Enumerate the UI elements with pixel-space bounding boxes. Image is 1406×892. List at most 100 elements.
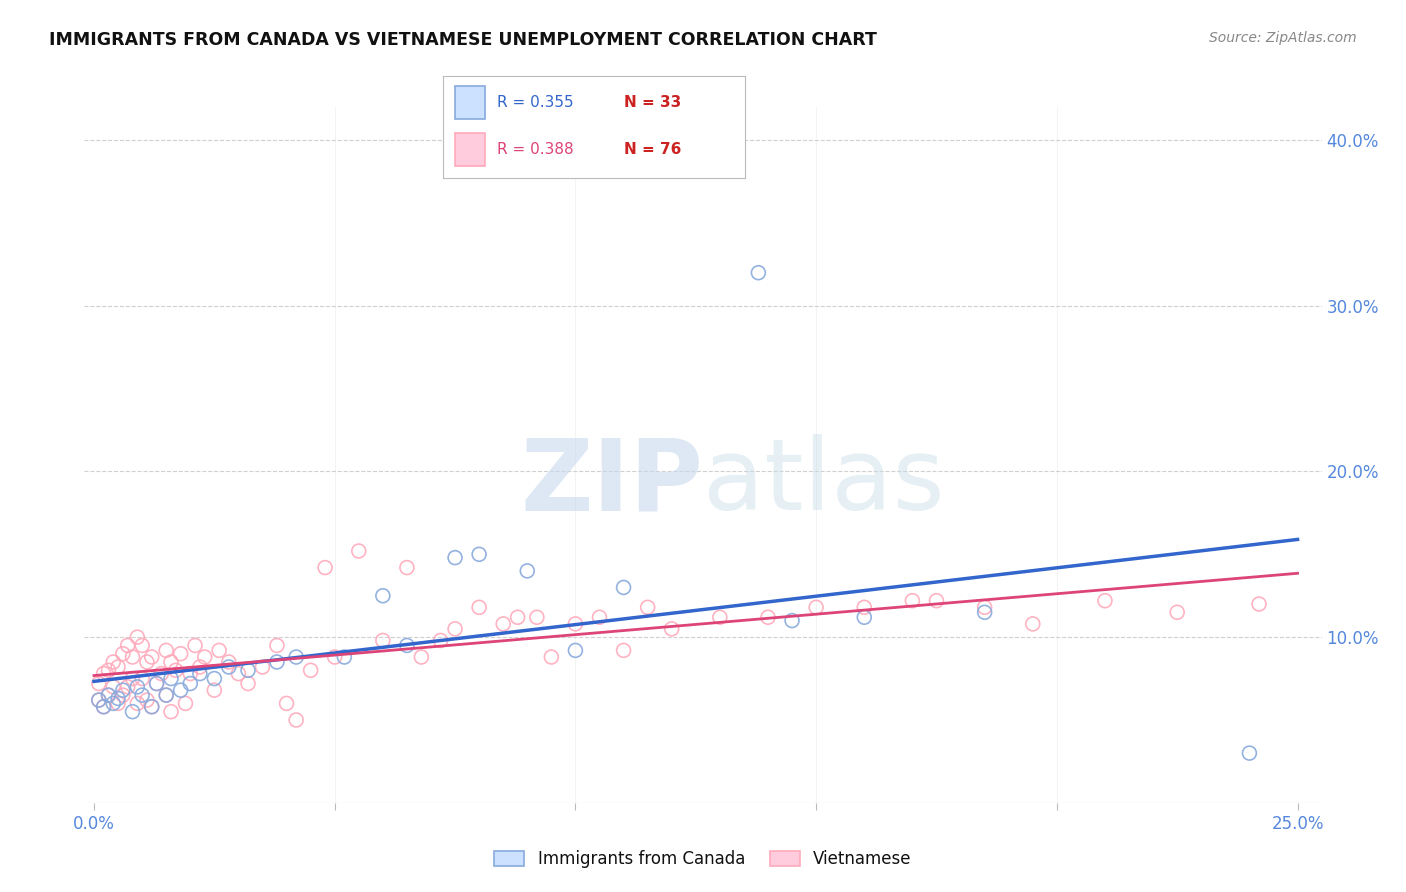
Point: [179, 676, 201, 690]
Point: [208, 643, 231, 657]
Text: IMMIGRANTS FROM CANADA VS VIETNAMESE UNEMPLOYMENT CORRELATION CHART: IMMIGRANTS FROM CANADA VS VIETNAMESE UNE…: [49, 31, 877, 49]
Point: [347, 544, 370, 558]
Point: [165, 663, 187, 677]
Point: [184, 639, 207, 653]
Point: [127, 630, 149, 644]
Point: [87, 693, 110, 707]
Point: [228, 666, 250, 681]
Point: [613, 581, 636, 595]
Point: [87, 676, 110, 690]
Point: [121, 672, 143, 686]
Point: [756, 610, 779, 624]
Point: [150, 666, 173, 681]
Point: [613, 643, 636, 657]
Point: [444, 550, 467, 565]
Point: [411, 650, 433, 665]
Point: [1239, 746, 1261, 760]
Point: [973, 600, 995, 615]
Point: [117, 639, 139, 653]
Point: [141, 699, 163, 714]
Text: atlas: atlas: [703, 434, 945, 532]
Point: [1166, 605, 1188, 619]
Bar: [456, 133, 485, 166]
Point: [87, 693, 110, 707]
Point: [285, 650, 308, 665]
Point: [468, 547, 491, 561]
Point: [136, 693, 159, 707]
Point: [1022, 616, 1045, 631]
Point: [169, 647, 191, 661]
Point: [136, 655, 159, 669]
Point: [141, 699, 163, 714]
Point: [468, 600, 491, 615]
Point: [131, 672, 153, 686]
Text: N = 76: N = 76: [624, 142, 682, 157]
Point: [371, 633, 394, 648]
Point: [97, 688, 120, 702]
Point: [174, 697, 197, 711]
Point: [218, 655, 240, 669]
Point: [661, 622, 683, 636]
Point: [194, 650, 217, 665]
Point: [314, 560, 336, 574]
Point: [588, 610, 610, 624]
Point: [973, 605, 995, 619]
Text: N = 33: N = 33: [624, 95, 682, 110]
Point: [526, 610, 548, 624]
Point: [371, 589, 394, 603]
Point: [155, 643, 177, 657]
Point: [107, 697, 129, 711]
Point: [516, 564, 538, 578]
Point: [131, 639, 153, 653]
Point: [107, 660, 129, 674]
Point: [93, 666, 115, 681]
Point: [285, 713, 308, 727]
Text: R = 0.355: R = 0.355: [498, 95, 574, 110]
Point: [160, 672, 183, 686]
Legend: Immigrants from Canada, Vietnamese: Immigrants from Canada, Vietnamese: [488, 843, 918, 874]
Point: [145, 676, 167, 690]
Point: [202, 672, 225, 686]
Point: [540, 650, 562, 665]
Point: [780, 614, 803, 628]
Point: [93, 699, 115, 714]
Point: [103, 697, 125, 711]
Point: [492, 616, 515, 631]
Bar: [456, 87, 485, 119]
Point: [276, 697, 298, 711]
Point: [169, 683, 191, 698]
Point: [117, 680, 139, 694]
Point: [131, 688, 153, 702]
Point: [709, 610, 731, 624]
Point: [103, 680, 125, 694]
Point: [429, 633, 451, 648]
Point: [853, 600, 876, 615]
Point: [395, 639, 418, 653]
Point: [121, 650, 143, 665]
Point: [127, 697, 149, 711]
Point: [333, 650, 356, 665]
Point: [804, 600, 827, 615]
Text: ZIP: ZIP: [520, 434, 703, 532]
Point: [236, 663, 259, 677]
Point: [236, 676, 259, 690]
Point: [160, 705, 183, 719]
Point: [925, 593, 948, 607]
Point: [188, 666, 211, 681]
Point: [901, 593, 924, 607]
Point: [121, 705, 143, 719]
Point: [145, 676, 167, 690]
Point: [564, 616, 586, 631]
Point: [93, 699, 115, 714]
Point: [103, 655, 125, 669]
Point: [97, 663, 120, 677]
Point: [111, 647, 134, 661]
Point: [444, 622, 467, 636]
Point: [1094, 593, 1116, 607]
Point: [747, 266, 769, 280]
Point: [266, 655, 288, 669]
Point: [564, 643, 586, 657]
Point: [155, 688, 177, 702]
Point: [111, 688, 134, 702]
Text: R = 0.388: R = 0.388: [498, 142, 574, 157]
